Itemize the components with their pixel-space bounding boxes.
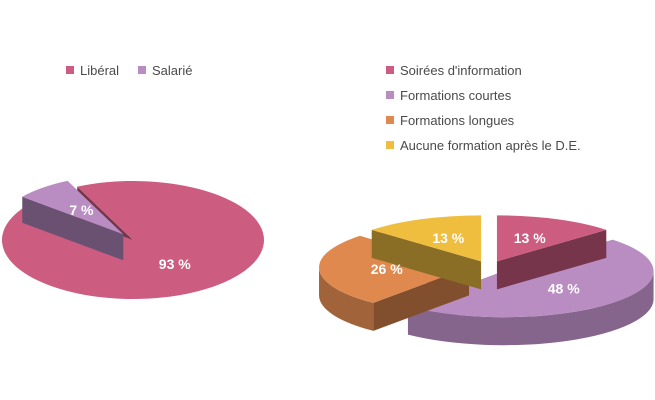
pie-slice-aucune-formation-apres-le-d-e (371, 215, 482, 290)
pie-chart-training: 13 % 48 % 26 % 13 % (319, 215, 654, 346)
legend-item-salarie: Salarié (138, 63, 192, 78)
legend-item-liberal: Libéral (66, 63, 119, 78)
legend-label: Salarié (152, 63, 193, 78)
legend-label: Formations longues (400, 113, 515, 128)
legend-swatch (386, 91, 394, 99)
pie-slice-wall (496, 229, 607, 290)
legend-status: Libéral Salarié (66, 63, 216, 83)
pie-slice-top (1, 181, 265, 299)
legend-item-long-trainings: Formations longues (386, 113, 514, 128)
legend-item-short-trainings: Formations courtes (386, 88, 511, 103)
data-label: 26 % (371, 261, 403, 277)
legend-label: Libéral (80, 63, 120, 78)
data-label: 48 % (548, 281, 580, 297)
pie-slice-soirees-d-information (496, 215, 607, 290)
data-label: 93 % (159, 256, 191, 272)
data-label: 13 % (514, 230, 546, 246)
pie-slice-rim (407, 271, 654, 346)
legend-swatch (386, 116, 394, 124)
pie-slice-salarie (22, 180, 124, 261)
legend-label: Aucune formation après le D.E. (400, 138, 581, 153)
pie-slice-wall (22, 196, 124, 261)
data-label: 7 % (69, 202, 94, 218)
legend-training: Soirées d'information Formations courtes… (386, 63, 646, 163)
pie-chart-status: 93 % 7 % (1, 180, 265, 299)
legend-label: Soirées d'information (400, 63, 522, 78)
pie-slice-rim (319, 267, 374, 331)
legend-label: Formations courtes (400, 88, 512, 103)
legend-swatch (386, 66, 394, 74)
pie-slice-top (319, 235, 470, 303)
legend-swatch (386, 141, 394, 149)
pie-slice-top (22, 180, 124, 235)
legend-item-evening-sessions: Soirées d'information (386, 63, 522, 78)
data-label: 13 % (432, 230, 464, 246)
legend-item-no-training: Aucune formation après le D.E. (386, 138, 581, 153)
pie-slice-top (371, 215, 482, 262)
pie-slice-wall (371, 229, 482, 290)
pie-slice-top (496, 215, 607, 262)
legend-swatch (66, 66, 74, 74)
legend-swatch (138, 66, 146, 74)
